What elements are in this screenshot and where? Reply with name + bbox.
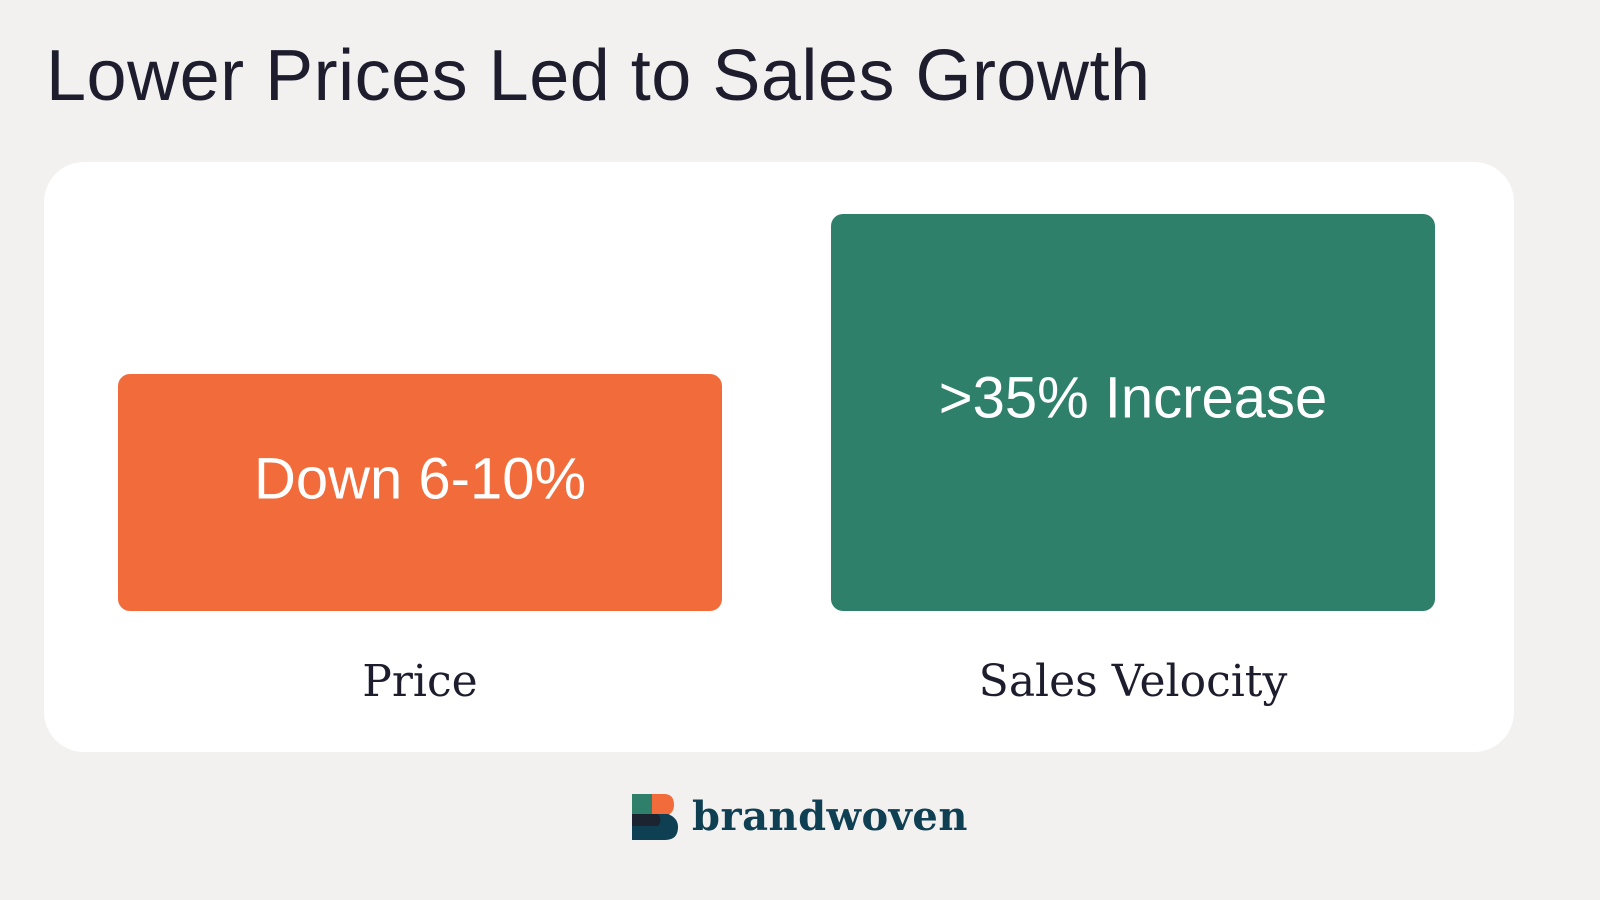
bar-group-1: Down 6-10% Price [118, 374, 722, 707]
category-label-2: Sales Velocity [979, 656, 1288, 707]
bar-2 [831, 214, 1435, 611]
bar-value-label-2: >35% Increase [939, 365, 1328, 430]
category-label-1: Price [362, 656, 477, 707]
footer: brandwoven [0, 792, 1600, 842]
bar-value-label-1: Down 6-10% [254, 446, 586, 511]
brand-name: brandwoven [692, 793, 968, 840]
chart-card: Down 6-10% Price >35% Increase Sales Veloci… [44, 162, 1514, 752]
bar-1 [118, 374, 722, 611]
page-title: Lower Prices Led to Sales Growth [46, 36, 1151, 116]
bar-group-2: >35% Increase Sales Velocity [831, 214, 1435, 707]
bar-chart: Down 6-10% Price >35% Increase Sales Veloci… [118, 214, 1435, 707]
brandwoven-logo-icon [632, 794, 679, 840]
brand-logo: brandwoven [632, 794, 968, 840]
